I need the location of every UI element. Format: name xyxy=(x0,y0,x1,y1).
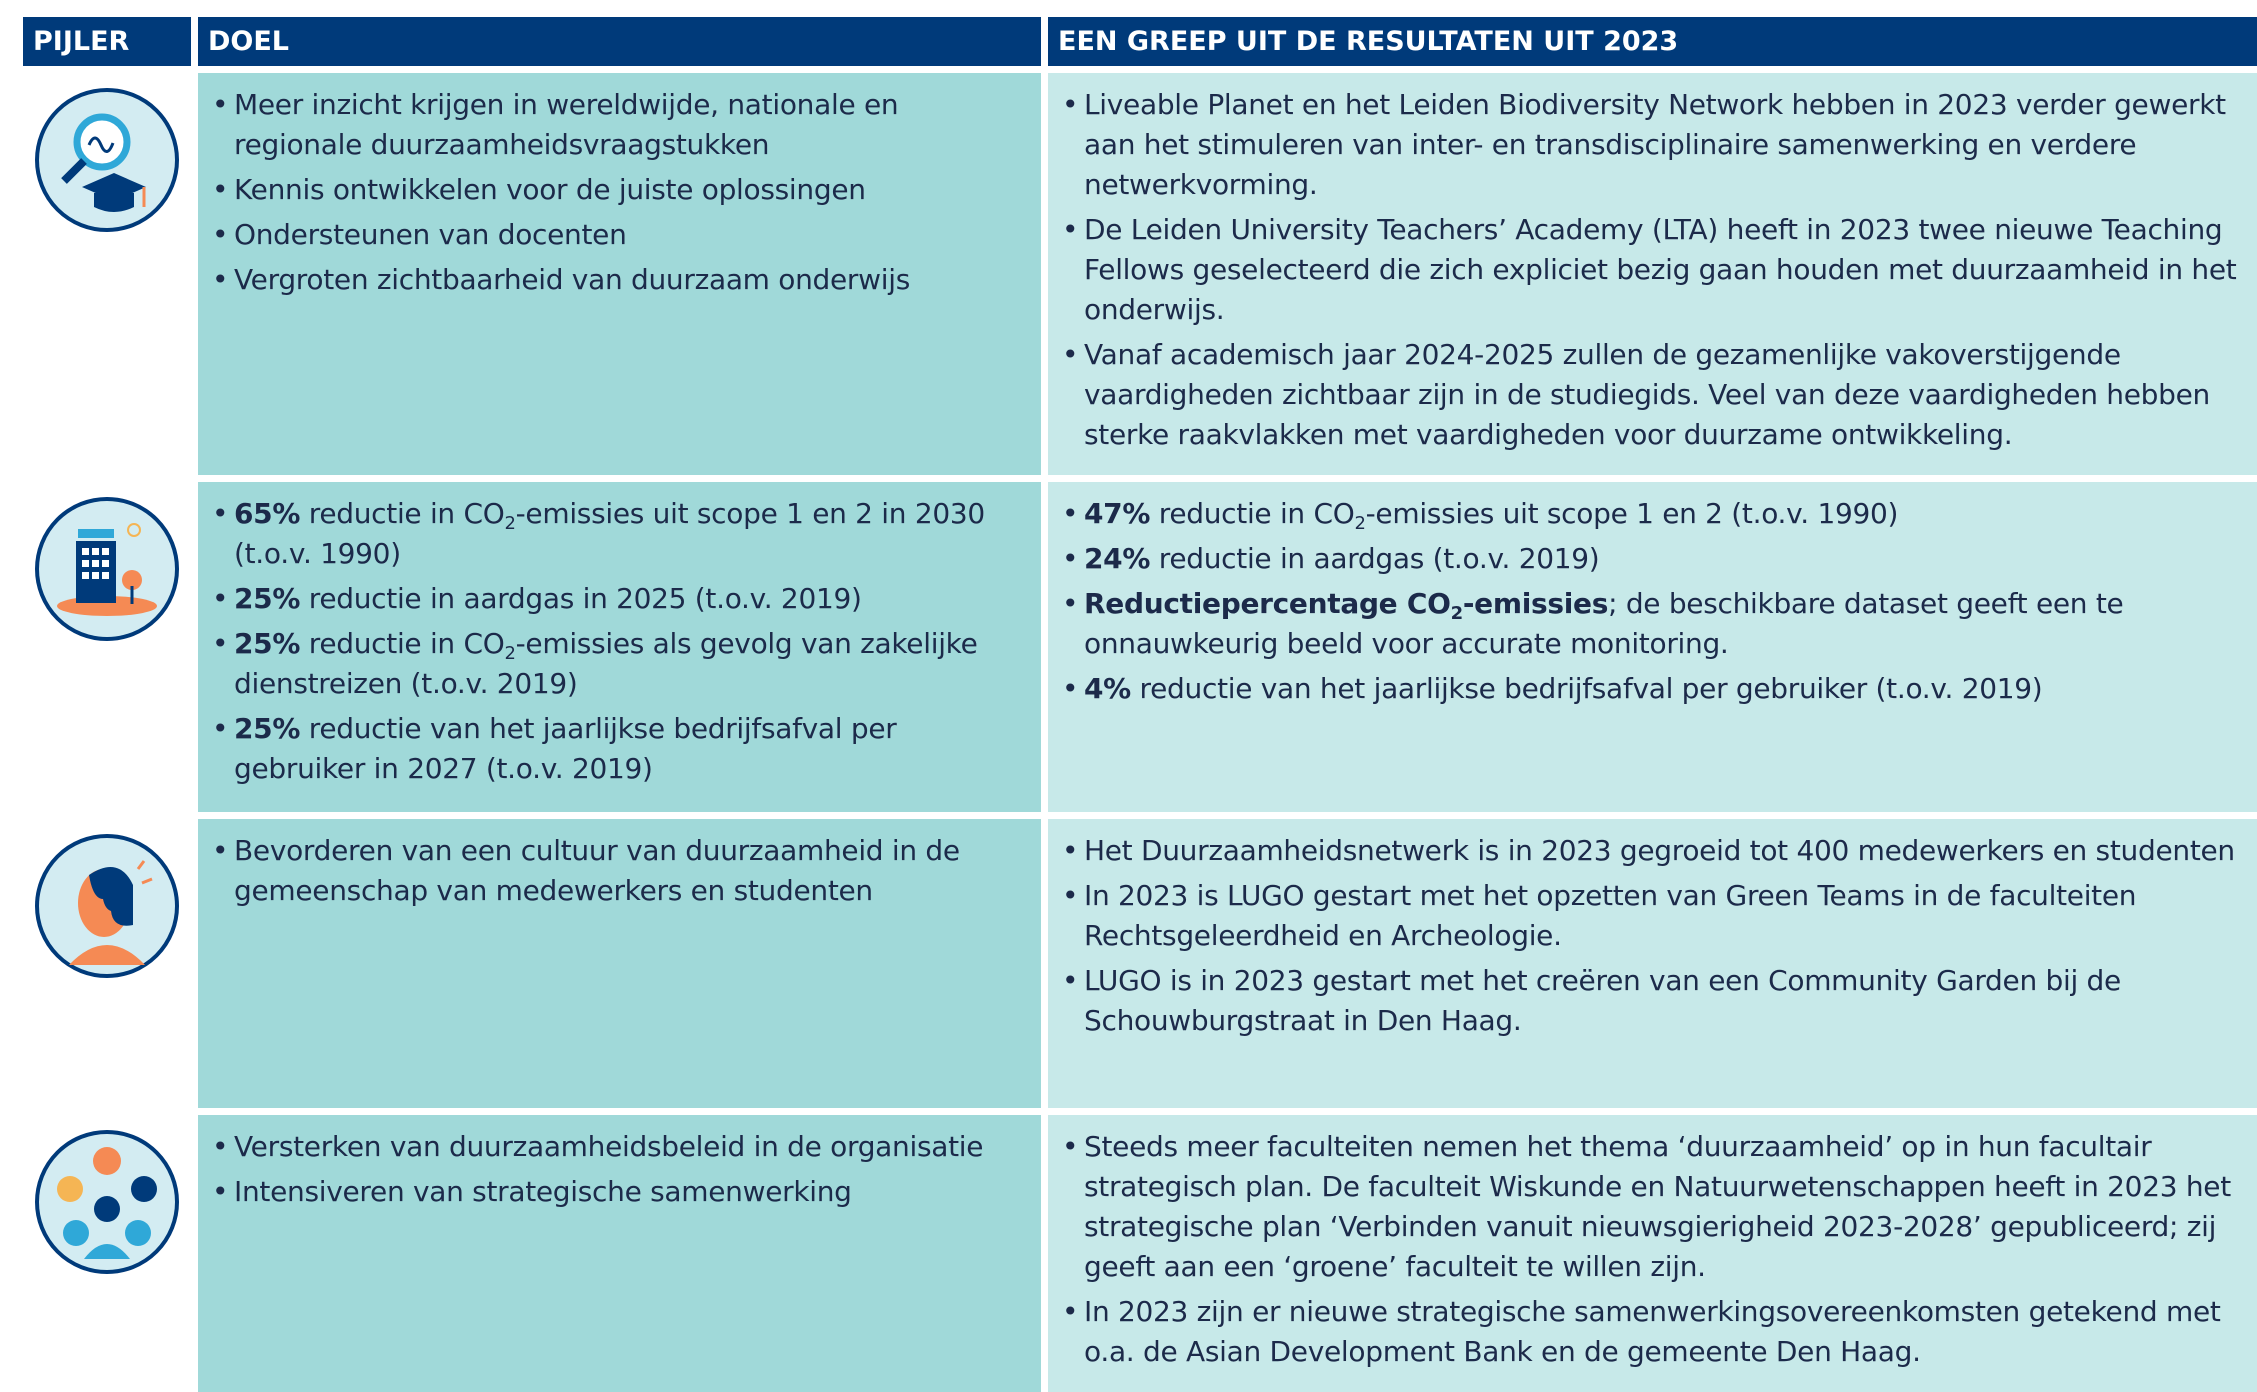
list-item: De Leiden University Teachers’ Academy (… xyxy=(1062,210,2243,330)
list-item: Intensiveren van strategische samenwerki… xyxy=(212,1172,1027,1212)
icon-community xyxy=(35,1130,179,1274)
text-run: Liveable Planet en het Leiden Biodiversi… xyxy=(1084,88,2226,201)
header-cell: DOEL xyxy=(198,17,1041,66)
pillar-icon xyxy=(23,482,191,812)
pillar-icon xyxy=(23,73,191,475)
text-run: 25% xyxy=(234,627,301,660)
text-run: 2 xyxy=(504,513,516,534)
text-run: In 2023 is LUGO gestart met het opzetten… xyxy=(1084,879,2137,952)
text-run: 47% xyxy=(1084,497,1151,530)
list-item: Kennis ontwikkelen voor de juiste oploss… xyxy=(212,170,1027,210)
list-item: 25% reductie van het jaarlijkse bedrijfs… xyxy=(212,709,1027,789)
list-item: Liveable Planet en het Leiden Biodiversi… xyxy=(1062,85,2243,205)
text-run: 24% xyxy=(1084,542,1151,575)
text-run: ; de beschikbare dataset geeft een te on… xyxy=(1084,587,2124,660)
text-run: -emissies uit scope 1 en 2 in 2030 (t.o.… xyxy=(234,497,985,570)
result-cell: Het Duurzaamheidsnetwerk is in 2023 gegr… xyxy=(1048,819,2257,1108)
result-cell: Steeds meer faculteiten nemen het thema … xyxy=(1048,1115,2257,1392)
text-run: -emissies xyxy=(1462,587,1609,620)
goal-cell: Bevorderen van een cultuur van duurzaamh… xyxy=(198,819,1041,1108)
goal-cell: Meer inzicht krijgen in wereldwijde, nat… xyxy=(198,73,1041,475)
text-run: 65% xyxy=(234,497,301,530)
text-run: reductie van het jaarlijkse bedrijfsafva… xyxy=(1130,672,2043,705)
icon-research xyxy=(35,88,179,232)
text-run: Reductiepercentage CO xyxy=(1084,587,1451,620)
list-item: Vanaf academisch jaar 2024-2025 zullen d… xyxy=(1062,335,2243,455)
text-run: In 2023 zijn er nieuwe strategische same… xyxy=(1084,1295,2221,1368)
text-run: Versterken van duurzaamheidsbeleid in de… xyxy=(234,1130,984,1163)
text-run: Ondersteunen van docenten xyxy=(234,218,627,251)
text-run: LUGO is in 2023 gestart met het creëren … xyxy=(1084,964,2121,1037)
list-item: 25% reductie in aardgas in 2025 (t.o.v. … xyxy=(212,579,1027,619)
pillar-icon xyxy=(23,819,191,1108)
text-run: Vergroten zichtbaarheid van duurzaam ond… xyxy=(234,263,910,296)
goal-cell: 65% reductie in CO2-emissies uit scope 1… xyxy=(198,482,1041,812)
list-item: 65% reductie in CO2-emissies uit scope 1… xyxy=(212,494,1027,574)
list-item: Bevorderen van een cultuur van duurzaamh… xyxy=(212,831,1027,911)
icon-person xyxy=(35,834,179,978)
text-run: Intensiveren van strategische samenwerki… xyxy=(234,1175,852,1208)
result-cell: 47% reductie in CO2-emissies uit scope 1… xyxy=(1048,482,2257,812)
text-run: 25% xyxy=(234,712,301,745)
list-item: 47% reductie in CO2-emissies uit scope 1… xyxy=(1062,494,2243,534)
list-item: 24% reductie in aardgas (t.o.v. 2019) xyxy=(1062,539,2243,579)
list-item: Reductiepercentage CO2-emissies; de besc… xyxy=(1062,584,2243,664)
text-run: reductie in aardgas in 2025 (t.o.v. 2019… xyxy=(300,582,862,615)
text-run: Bevorderen van een cultuur van duurzaamh… xyxy=(234,834,960,907)
text-run: Vanaf academisch jaar 2024-2025 zullen d… xyxy=(1084,338,2210,451)
pillar-icon xyxy=(23,1115,191,1392)
header-cell: PIJLER xyxy=(23,17,191,66)
icon-building xyxy=(35,497,179,641)
text-run: Meer inzicht krijgen in wereldwijde, nat… xyxy=(234,88,899,161)
list-item: Steeds meer faculteiten nemen het thema … xyxy=(1062,1127,2243,1287)
text-run: Steeds meer faculteiten nemen het thema … xyxy=(1084,1130,2231,1283)
text-run: Kennis ontwikkelen voor de juiste oploss… xyxy=(234,173,866,206)
text-run: 2 xyxy=(1354,513,1366,534)
header-cell: EEN GREEP UIT DE RESULTATEN UIT 2023 xyxy=(1048,17,2257,66)
goal-cell: Versterken van duurzaamheidsbeleid in de… xyxy=(198,1115,1041,1392)
list-item: 25% reductie in CO2-emissies als gevolg … xyxy=(212,624,1027,704)
text-run: reductie in CO xyxy=(1150,497,1355,530)
text-run: De Leiden University Teachers’ Academy (… xyxy=(1084,213,2237,326)
list-item: 4% reductie van het jaarlijkse bedrijfsa… xyxy=(1062,669,2243,709)
list-item: In 2023 is LUGO gestart met het opzetten… xyxy=(1062,876,2243,956)
list-item: Versterken van duurzaamheidsbeleid in de… xyxy=(212,1127,1027,1167)
text-run: -emissies als gevolg van zakelijke diens… xyxy=(234,627,978,700)
list-item: Ondersteunen van docenten xyxy=(212,215,1027,255)
text-run: 25% xyxy=(234,582,301,615)
text-run: reductie in aardgas (t.o.v. 2019) xyxy=(1150,542,1600,575)
list-item: LUGO is in 2023 gestart met het creëren … xyxy=(1062,961,2243,1041)
text-run: reductie in CO xyxy=(300,627,505,660)
text-run: reductie in CO xyxy=(300,497,505,530)
list-item: In 2023 zijn er nieuwe strategische same… xyxy=(1062,1292,2243,1372)
text-run: Het Duurzaamheidsnetwerk is in 2023 gegr… xyxy=(1084,834,2235,867)
table: PIJLER DOEL EEN GREEP UIT DE RESULTATEN … xyxy=(23,17,2257,1392)
text-run: reductie van het jaarlijkse bedrijfsafva… xyxy=(234,712,897,785)
text-run: -emissies uit scope 1 en 2 (t.o.v. 1990) xyxy=(1365,497,1899,530)
text-run: 2 xyxy=(504,643,516,664)
list-item: Meer inzicht krijgen in wereldwijde, nat… xyxy=(212,85,1027,165)
text-run: 2 xyxy=(1450,603,1464,624)
result-cell: Liveable Planet en het Leiden Biodiversi… xyxy=(1048,73,2257,475)
text-run: 4% xyxy=(1084,672,1131,705)
list-item: Vergroten zichtbaarheid van duurzaam ond… xyxy=(212,260,1027,300)
list-item: Het Duurzaamheidsnetwerk is in 2023 gegr… xyxy=(1062,831,2243,871)
